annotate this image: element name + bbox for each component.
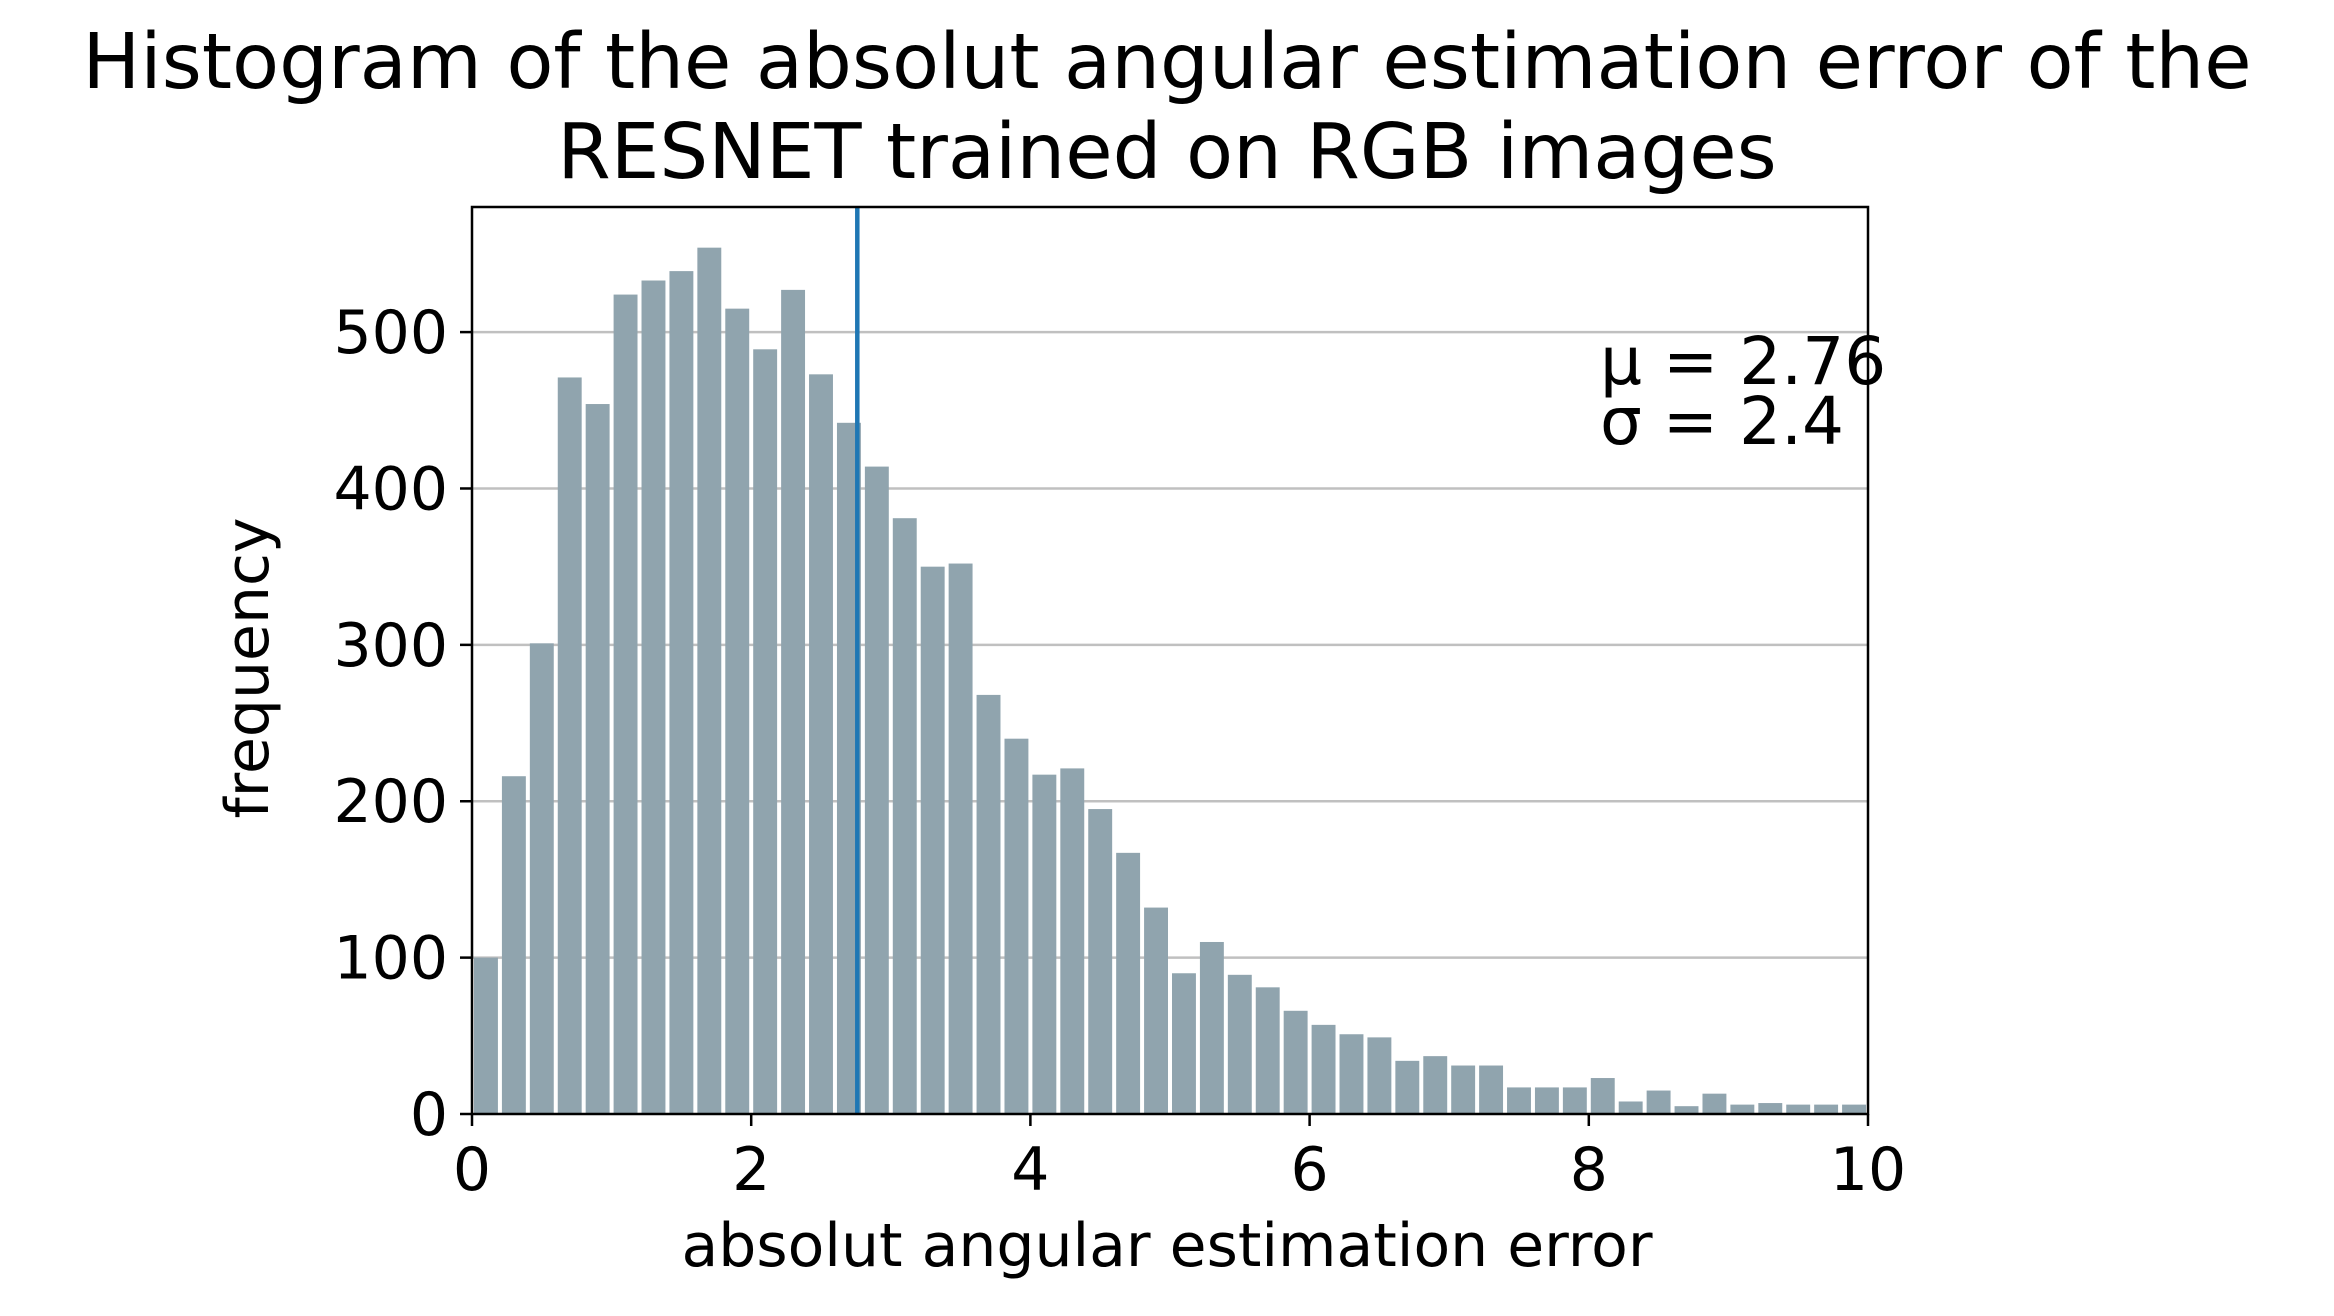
histogram-bar: [1367, 1037, 1392, 1114]
y-tick-label: 300: [333, 611, 448, 681]
histogram-bar: [1730, 1104, 1755, 1114]
histogram-bar: [1507, 1087, 1531, 1114]
histogram-bar: [557, 377, 582, 1114]
y-axis-label: frequency: [213, 518, 283, 819]
histogram-bar: [474, 957, 498, 1114]
histogram-bar: [1423, 1056, 1448, 1114]
histogram-bar: [781, 289, 806, 1114]
histogram-bar: [892, 518, 917, 1114]
histogram-bar: [1758, 1103, 1783, 1114]
histogram-bar: [1702, 1093, 1727, 1114]
histogram-bar: [1004, 738, 1029, 1114]
histogram-bar: [669, 271, 694, 1115]
histogram-bar: [809, 374, 833, 1114]
x-tick-label: 2: [732, 1135, 770, 1205]
histogram-bar: [1116, 852, 1141, 1114]
histogram-bar: [1199, 941, 1224, 1114]
histogram-bar: [1172, 973, 1196, 1114]
histogram-bar: [529, 643, 554, 1114]
histogram-bar: [1646, 1090, 1671, 1114]
std-annotation: σ = 2.4: [1600, 383, 1844, 460]
histogram-bar: [864, 466, 889, 1114]
y-tick-label: 200: [333, 767, 448, 837]
histogram-bar: [1479, 1065, 1504, 1114]
histogram-bar: [697, 247, 722, 1114]
y-tick-label: 0: [410, 1080, 448, 1150]
histogram-bar: [1395, 1060, 1420, 1114]
x-tick-label: 10: [1830, 1135, 1906, 1205]
histogram-bar: [1451, 1065, 1476, 1114]
histogram-bar: [1814, 1104, 1839, 1114]
histogram-bar: [1786, 1104, 1811, 1114]
histogram-bar: [1088, 809, 1113, 1114]
histogram-bars: [474, 247, 1866, 1115]
histogram-bar: [836, 422, 861, 1114]
histogram-bar: [585, 404, 610, 1114]
x-tick-label: 4: [1011, 1135, 1049, 1205]
histogram-bar: [1283, 1010, 1308, 1114]
histogram-bar: [1339, 1034, 1364, 1114]
histogram-bar: [1255, 987, 1280, 1114]
x-tick-label: 0: [453, 1135, 491, 1205]
x-axis-label: absolut angular estimation error: [681, 1211, 1652, 1281]
y-tick-label: 100: [333, 924, 448, 994]
histogram-bar: [1590, 1078, 1615, 1114]
histogram-bar: [725, 308, 750, 1114]
plot-frame: [470, 205, 1870, 1116]
histogram-bar: [613, 294, 638, 1115]
histogram-bar: [501, 776, 526, 1114]
x-tick-label: 6: [1291, 1135, 1329, 1205]
histogram-bar: [1562, 1087, 1587, 1114]
histogram-bar: [976, 694, 1001, 1114]
histogram-bar: [641, 280, 666, 1114]
histogram-bar: [920, 566, 945, 1114]
x-tick-label: 8: [1570, 1135, 1608, 1205]
mean-annotation: μ = 2.76: [1600, 323, 1886, 400]
chart-title-line-1: Histogram of the absolut angular estimat…: [82, 18, 2251, 107]
y-tick-label: 500: [333, 298, 448, 368]
histogram-bar: [753, 349, 778, 1114]
histogram-bar: [1060, 768, 1085, 1114]
histogram-bar: [948, 563, 973, 1114]
histogram-bar: [1534, 1087, 1559, 1114]
histogram-bar: [1311, 1024, 1336, 1114]
histogram-bar: [1618, 1101, 1643, 1114]
histogram-bar: [1032, 774, 1057, 1114]
y-tick-label: 400: [333, 454, 448, 524]
chart-title-line-2: RESNET trained on RGB images: [557, 108, 1777, 197]
histogram-bar: [1144, 907, 1168, 1114]
histogram-bar: [1674, 1106, 1699, 1114]
histogram-bar: [1227, 974, 1252, 1114]
histogram-bar: [1842, 1104, 1866, 1114]
